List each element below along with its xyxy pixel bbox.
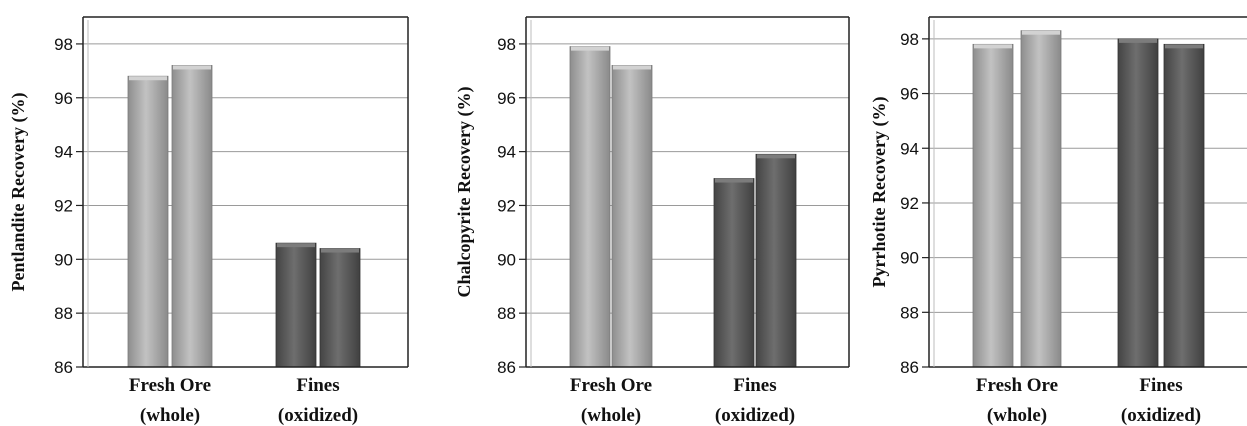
y-axis-title: Chalcopyrite Recovery (%) bbox=[454, 87, 475, 298]
category-label: (whole) bbox=[987, 405, 1047, 426]
fines-bar-2 bbox=[755, 153, 797, 368]
y-tick-label: 86 bbox=[497, 358, 516, 377]
fines-bar-1 bbox=[1117, 38, 1159, 368]
category-label: Fresh Ore bbox=[976, 375, 1058, 396]
bar-cap bbox=[1022, 30, 1060, 35]
y-tick-label: 88 bbox=[54, 304, 73, 323]
y-tick-label: 92 bbox=[54, 196, 73, 215]
fresh-ore-bar-1 bbox=[127, 75, 169, 368]
category-label: Fines bbox=[296, 375, 339, 396]
y-tick-label: 94 bbox=[54, 143, 73, 162]
bar-cap bbox=[321, 248, 359, 253]
bar-cap bbox=[715, 178, 753, 183]
fines-bar-1 bbox=[275, 242, 317, 368]
fresh-ore-bar-2 bbox=[171, 65, 213, 368]
y-tick-label: 98 bbox=[900, 30, 919, 49]
bar-cap bbox=[129, 76, 167, 81]
y-tick-label: 94 bbox=[900, 139, 919, 158]
y-tick-label: 90 bbox=[497, 250, 516, 269]
y-tick-label: 98 bbox=[497, 35, 516, 54]
category-label: (whole) bbox=[581, 405, 641, 426]
bar-cap bbox=[613, 65, 651, 70]
y-tick-label: 92 bbox=[900, 194, 919, 213]
category-label: (oxidized) bbox=[278, 405, 358, 426]
category-label: (oxidized) bbox=[715, 405, 795, 426]
bar-cap bbox=[173, 65, 211, 70]
y-axis-title: Pentlandite Recovery (%) bbox=[8, 93, 29, 292]
y-tick-label: 86 bbox=[900, 358, 919, 377]
y-tick-label: 94 bbox=[497, 143, 516, 162]
y-tick-label: 96 bbox=[54, 89, 73, 108]
fresh-ore-bar-1 bbox=[569, 46, 611, 368]
bar-cap bbox=[1119, 38, 1157, 43]
bar-cap bbox=[757, 154, 795, 159]
bar-cap bbox=[571, 46, 609, 51]
pyrrhotite-chart-panel: 86 88 90 92 94 96 98 Fresh Ore (whole) Fines (oxid… bbox=[869, 16, 1247, 426]
y-tick-label: 96 bbox=[900, 85, 919, 104]
fresh-ore-bar-2 bbox=[1020, 30, 1062, 368]
y-tick-label: 96 bbox=[497, 89, 516, 108]
y-tick-label: 90 bbox=[54, 250, 73, 269]
category-label: Fresh Ore bbox=[129, 375, 211, 396]
y-tick-label: 98 bbox=[54, 35, 73, 54]
bar-cap bbox=[1165, 44, 1203, 49]
bar-cap bbox=[277, 243, 315, 248]
fines-bar-2 bbox=[1163, 43, 1205, 368]
chalcopyrite-chart-panel: 86 88 90 92 94 96 98 Fresh Ore (whole) Fines (oxid… bbox=[454, 16, 850, 426]
pentlandite-chart-panel: 86 88 90 92 94 96 98 Fresh Ore (whole) Fines (oxid… bbox=[8, 16, 409, 426]
fresh-ore-bar-2 bbox=[611, 65, 653, 368]
y-tick-label: 88 bbox=[900, 303, 919, 322]
category-label: Fines bbox=[1139, 375, 1182, 396]
y-tick-label: 90 bbox=[900, 249, 919, 268]
bar-cap bbox=[974, 44, 1012, 49]
category-label: Fines bbox=[733, 375, 776, 396]
y-tick-label: 88 bbox=[497, 304, 516, 323]
y-tick-label: 92 bbox=[497, 196, 516, 215]
category-label: Fresh Ore bbox=[570, 375, 652, 396]
fresh-ore-bar-1 bbox=[972, 43, 1014, 368]
y-axis-title: Pyrrhotite Recovery (%) bbox=[869, 97, 890, 288]
y-tick-label: 86 bbox=[54, 358, 73, 377]
fines-bar-2 bbox=[319, 248, 361, 368]
fines-bar-1 bbox=[713, 178, 755, 368]
category-label: (whole) bbox=[140, 405, 200, 426]
category-label: (oxidized) bbox=[1121, 405, 1201, 426]
